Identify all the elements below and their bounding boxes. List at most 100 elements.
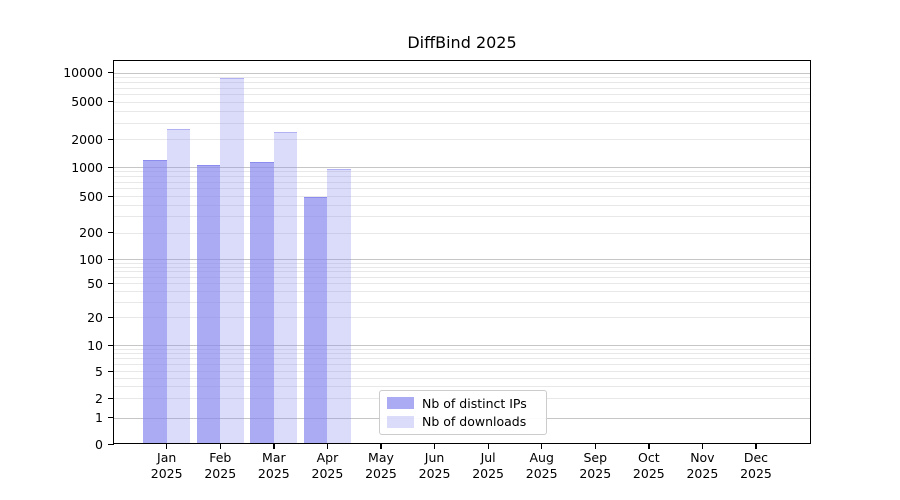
x-axis-tick-label-month: Oct xyxy=(638,450,660,465)
x-axis-tick-label-year: 2025 xyxy=(365,466,397,481)
x-axis-tick-label-year: 2025 xyxy=(579,466,612,481)
x-axis-tick-mark xyxy=(166,444,168,449)
legend-item-downloads: Nb of downloads xyxy=(387,414,539,429)
x-axis-tick-mark xyxy=(219,444,221,449)
x-axis-tick-mark xyxy=(541,444,543,449)
y-axis-tick-mark xyxy=(107,101,114,103)
y-axis-tick-mark xyxy=(107,417,114,419)
x-axis-tick-label: Nov 2025 xyxy=(667,450,737,482)
x-axis-tick-mark xyxy=(755,444,757,449)
x-axis-tick-label-month: Jul xyxy=(480,450,496,465)
x-axis-tick-mark xyxy=(648,444,650,449)
gridline-major xyxy=(113,72,811,74)
gridline-minor xyxy=(113,371,811,372)
x-axis-tick-label-month: Jun xyxy=(424,450,445,465)
x-axis-tick-label-year: 2025 xyxy=(472,466,505,481)
gridline-minor xyxy=(113,122,811,124)
y-axis-tick-mark xyxy=(107,232,114,234)
gridline-minor xyxy=(113,101,811,103)
gridline-minor xyxy=(113,291,811,293)
x-axis-tick-label-year: 2025 xyxy=(311,466,344,481)
bar-distinct-ips xyxy=(304,196,328,444)
y-axis-tick-label: 2000 xyxy=(71,131,103,147)
y-axis-tick-label: 200 xyxy=(79,225,103,240)
gridline-minor xyxy=(113,348,811,350)
legend-swatch-distinct-ips xyxy=(387,397,414,410)
x-axis-tick-label: Aug 2025 xyxy=(507,450,577,482)
x-axis-tick-mark xyxy=(701,444,704,449)
gridline-major xyxy=(113,167,811,168)
gridline-minor xyxy=(113,232,811,234)
gridline-minor xyxy=(113,171,811,173)
bar-downloads xyxy=(327,169,351,444)
y-axis-tick-label: 100 xyxy=(79,251,103,267)
gridline-minor xyxy=(113,283,811,284)
gridline-minor xyxy=(113,377,811,379)
bar-distinct-ips xyxy=(143,159,167,444)
x-axis-tick-label: Jul 2025 xyxy=(453,450,523,482)
x-axis-tick-label-year: 2025 xyxy=(632,466,665,481)
x-axis-tick-label-month: Apr xyxy=(316,450,339,465)
gridline-major xyxy=(113,259,811,261)
y-axis-tick-mark xyxy=(107,72,114,74)
x-axis-tick-label: Dec 2025 xyxy=(721,450,791,482)
x-axis-tick-mark xyxy=(487,444,489,449)
gridline-minor xyxy=(113,110,811,112)
gridline-minor xyxy=(113,176,811,178)
x-axis-tick-label-month: May xyxy=(368,450,394,465)
y-axis-tick-mark xyxy=(107,138,114,140)
gridline-minor xyxy=(113,301,811,303)
y-axis-tick-mark xyxy=(107,443,114,445)
x-axis-tick-label-year: 2025 xyxy=(740,466,772,481)
chart-title: DiffBind 2025 xyxy=(407,33,517,52)
y-axis-tick-label: 20 xyxy=(87,309,103,325)
x-axis-tick-label: Sep 2025 xyxy=(560,450,630,482)
gridline-minor xyxy=(113,386,811,388)
y-axis-tick-label: 1000 xyxy=(71,159,103,175)
y-axis-tick-label: 1 xyxy=(95,410,103,425)
y-axis-tick-mark xyxy=(107,370,114,372)
gridline-minor xyxy=(113,353,811,355)
gridline-minor xyxy=(113,216,811,218)
bar-distinct-ips xyxy=(196,165,221,444)
gridline-minor xyxy=(113,87,811,89)
x-axis-tick-label: Apr 2025 xyxy=(292,450,362,482)
y-axis-tick-label: 50 xyxy=(87,275,103,291)
y-axis-tick-mark xyxy=(107,195,114,197)
gridline-minor xyxy=(113,139,811,141)
x-axis-tick-label-month: Mar xyxy=(262,450,286,465)
x-axis-tick-label-month: Dec xyxy=(743,450,769,465)
x-axis-tick-label: Oct 2025 xyxy=(614,450,684,482)
gridline-minor xyxy=(113,77,811,79)
gridline-minor xyxy=(113,181,811,183)
gridline-minor xyxy=(113,276,811,278)
gridline-minor xyxy=(113,188,811,190)
x-axis-tick-label: May 2025 xyxy=(346,450,416,482)
legend-item-distinct-ips: Nb of distinct IPs xyxy=(387,396,539,411)
y-axis-tick-mark xyxy=(107,258,114,260)
x-axis-tick-mark xyxy=(326,444,329,449)
gridline-minor xyxy=(113,364,811,366)
x-axis-tick-label-year: 2025 xyxy=(150,466,183,481)
x-axis-tick-label-month: Sep xyxy=(583,450,608,465)
y-axis-tick-label: 2 xyxy=(95,390,103,406)
y-axis-tick-mark xyxy=(107,397,114,399)
x-axis-tick-label-month: Nov xyxy=(690,450,715,465)
x-axis-tick-mark xyxy=(434,444,436,449)
legend: Nb of distinct IPs Nb of downloads xyxy=(379,390,547,435)
x-axis-tick-mark xyxy=(273,444,275,449)
x-axis-tick-label-month: Feb xyxy=(209,450,232,465)
gridline-minor xyxy=(113,266,811,268)
x-axis-tick-label: Feb 2025 xyxy=(185,450,255,482)
plot-area xyxy=(113,60,811,444)
gridline-minor xyxy=(113,358,811,360)
gridline-minor xyxy=(113,317,811,318)
y-axis-tick-mark xyxy=(107,344,114,346)
gridline-minor xyxy=(113,204,811,206)
x-axis-tick-mark xyxy=(594,444,596,449)
y-axis-tick-label: 5 xyxy=(95,363,103,379)
y-axis-tick-mark xyxy=(107,316,114,318)
gridline-minor xyxy=(113,262,811,264)
x-axis-tick-label-year: 2025 xyxy=(204,466,237,481)
